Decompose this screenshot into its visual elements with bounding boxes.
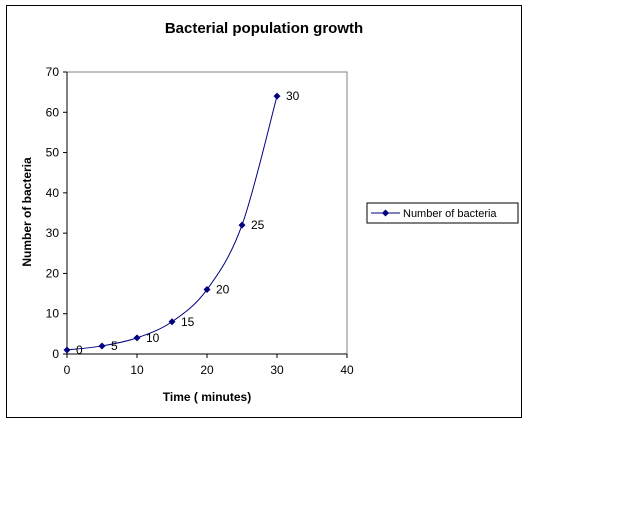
data-point (63, 346, 71, 354)
plot-area (66, 71, 348, 355)
y-tick-label: 70 (46, 65, 60, 79)
legend-marker (382, 209, 389, 217)
x-tick-label: 40 (340, 363, 354, 377)
legend-entry: Number of bacteria (403, 208, 497, 220)
data-label: 15 (181, 315, 195, 329)
data-label: 30 (286, 89, 300, 103)
y-tick-label: 50 (46, 146, 60, 160)
y-tick-label: 40 (46, 186, 60, 200)
x-axis-label: Time ( minutes) (163, 390, 251, 404)
y-tick-label: 60 (46, 105, 60, 119)
data-label: 5 (111, 339, 118, 353)
y-tick-label: 0 (52, 347, 59, 361)
data-markers (63, 92, 281, 354)
axes (63, 71, 348, 358)
legend: Number of bacteria (366, 202, 519, 224)
x-tick-label: 20 (200, 363, 214, 377)
data-label: 10 (146, 331, 160, 345)
data-point (133, 334, 141, 342)
data-labels: 0 5 10 15 20 25 30 (76, 89, 300, 357)
y-tick-label: 10 (46, 307, 60, 321)
y-tick-label: 30 (46, 226, 60, 240)
y-axis-label: Number of bacteria (20, 157, 34, 267)
data-point (98, 342, 106, 350)
data-point (168, 318, 176, 326)
y-tick-label: 20 (46, 266, 60, 280)
chart-title: Bacterial population growth (165, 20, 363, 37)
x-tick-label: 0 (64, 363, 71, 377)
data-label: 20 (216, 283, 230, 297)
x-tick-label: 30 (270, 363, 284, 377)
legend-box (366, 202, 519, 224)
data-point (203, 286, 211, 294)
x-tick-label: 10 (130, 363, 144, 377)
data-point (273, 92, 281, 100)
data-label: 25 (251, 218, 265, 232)
data-point (238, 221, 246, 229)
data-label: 0 (76, 343, 83, 357)
